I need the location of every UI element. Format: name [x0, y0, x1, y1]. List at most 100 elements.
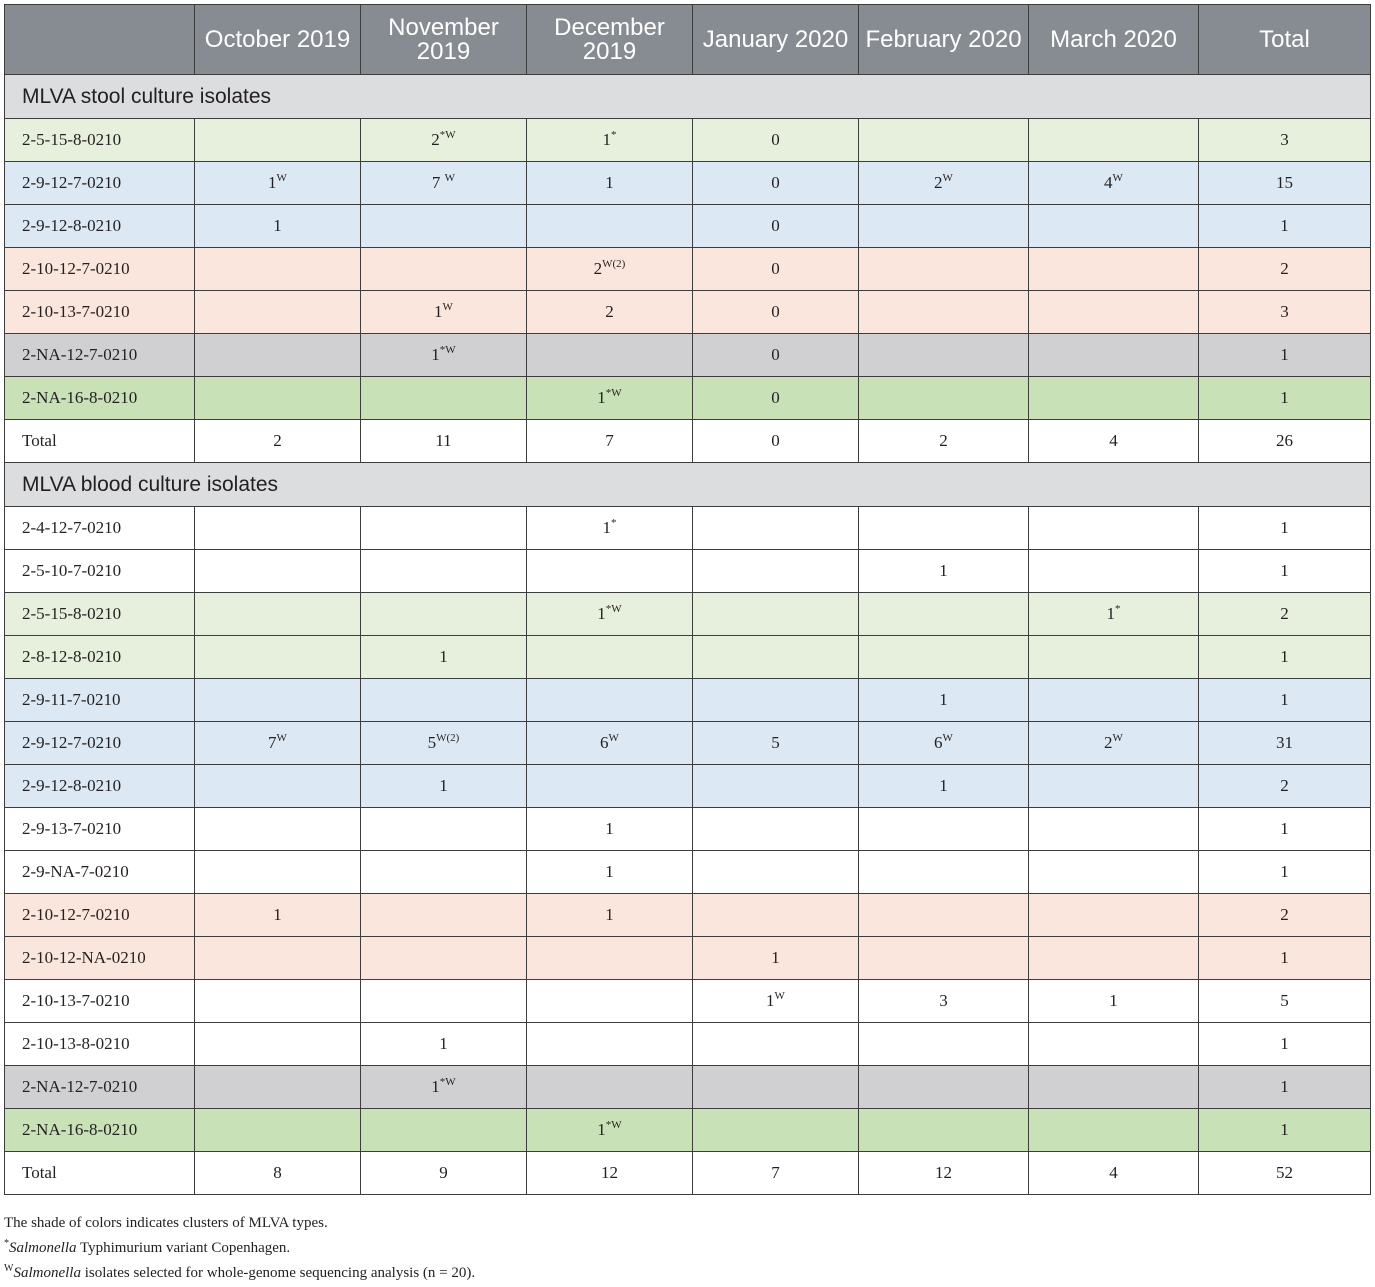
table-cell [526, 1065, 693, 1109]
row-label: 2-NA-16-8-0210 [4, 1108, 195, 1152]
cell-value: 0 [771, 302, 780, 321]
footnote-mark: * [4, 1238, 9, 1249]
table-cell [858, 204, 1029, 248]
footnote-colors: The shade of colors indicates clusters o… [4, 1215, 328, 1231]
cell-value: 1 [1280, 561, 1289, 580]
cell-value: 1 [1280, 647, 1289, 666]
table-cell [858, 592, 1029, 636]
table-cell: 1* [526, 506, 693, 550]
table-cell [360, 678, 527, 722]
cell-value: 2 [1104, 733, 1113, 752]
table-cell [360, 506, 527, 550]
table-cell: 1 [858, 549, 1029, 593]
table-cell: 0 [692, 290, 859, 334]
column-header: March 2020 [1028, 4, 1199, 75]
column-header: November 2019 [360, 4, 527, 75]
table-row: 2-10-13-7-0210 1W 3 1 5 [4, 979, 1371, 1023]
section-row: MLVA blood culture isolates [4, 462, 1371, 507]
table-cell [526, 979, 693, 1023]
table-cell: 1 [360, 635, 527, 679]
footnote-copenhagen: *Salmonella Typhimurium variant Copenhag… [4, 1236, 475, 1261]
table-cell: 2 [526, 290, 693, 334]
table-cell: 0 [692, 419, 859, 463]
table-cell: 3 [1198, 118, 1371, 162]
row-label: 2-5-10-7-0210 [4, 549, 195, 593]
table-cell: 1 [1198, 807, 1371, 851]
table-cell [194, 247, 361, 291]
cell-superscript: * [1115, 603, 1121, 615]
row-label: 2-5-15-8-0210 [4, 118, 195, 162]
table-cell [194, 850, 361, 894]
table-cell [194, 506, 361, 550]
table-cell: 2W(2) [526, 247, 693, 291]
table-cell [194, 1022, 361, 1066]
cell-value: 1 [439, 776, 448, 795]
table-cell: 2W [858, 161, 1029, 205]
row-label: 2-4-12-7-0210 [4, 506, 195, 550]
table-cell: 4W [1028, 161, 1199, 205]
table-cell: 5W(2) [360, 721, 527, 765]
table-row: 2-10-13-7-0210 1W 2 0 3 [4, 290, 1371, 334]
table-cell: 12 [858, 1151, 1029, 1195]
cell-value: 0 [771, 431, 780, 450]
table-cell [692, 592, 859, 636]
cell-value: 3 [1280, 302, 1289, 321]
table-cell: 1 [1198, 376, 1371, 420]
table-cell [1028, 807, 1199, 851]
row-label: 2-9-12-7-0210 [4, 721, 195, 765]
table-cell: 1 [1198, 333, 1371, 377]
cell-superscript: W [1112, 732, 1123, 744]
table-cell [526, 635, 693, 679]
table-cell: 0 [692, 376, 859, 420]
cell-value: 1 [431, 345, 440, 364]
table-row: 2-4-12-7-0210 1* 1 [4, 506, 1371, 550]
table-cell [194, 1065, 361, 1109]
table-cell [194, 333, 361, 377]
table-cell [1028, 376, 1199, 420]
table-cell [692, 1022, 859, 1066]
table-cell: 11 [360, 419, 527, 463]
table-cell [1028, 678, 1199, 722]
table-cell [692, 807, 859, 851]
table-cell [1028, 506, 1199, 550]
cell-value: 1 [1280, 1034, 1289, 1053]
table-cell: 1 [858, 678, 1029, 722]
cell-value: 1 [597, 388, 606, 407]
cell-value: 1 [268, 173, 277, 192]
row-label: 2-NA-12-7-0210 [4, 333, 195, 377]
table-row: 2-9-12-8-0210 1 1 2 [4, 764, 1371, 808]
table-cell [858, 807, 1029, 851]
header-cell-blank [4, 4, 195, 75]
cell-value: 26 [1276, 431, 1293, 450]
table-cell: 1 [526, 893, 693, 937]
table-cell [194, 376, 361, 420]
table-cell: 5 [692, 721, 859, 765]
table-cell [194, 635, 361, 679]
table-cell [360, 893, 527, 937]
table-cell: 15 [1198, 161, 1371, 205]
cell-value: 1 [939, 776, 948, 795]
table-row: 2-NA-16-8-0210 1*W 1 [4, 1108, 1371, 1152]
cell-value: 1 [1280, 1120, 1289, 1139]
table-cell: 0 [692, 161, 859, 205]
table-cell: 1 [360, 764, 527, 808]
table-cell: 1 [1198, 850, 1371, 894]
table-cell [1028, 764, 1199, 808]
column-header: October 2019 [194, 4, 361, 75]
cell-superscript: W [774, 990, 785, 1002]
table-row: 2-9-13-7-0210 1 1 [4, 807, 1371, 851]
cell-value: 0 [771, 216, 780, 235]
table-cell: 1 [1198, 506, 1371, 550]
total-row: Total 2 11 7 0 2 4 26 [4, 419, 1371, 463]
table-cell: 6W [858, 721, 1029, 765]
cell-value: 7 [771, 1163, 780, 1182]
header-row: October 2019 November 2019 December 2019 Ja… [4, 4, 1371, 75]
cell-value: 1 [605, 819, 614, 838]
table-cell [194, 592, 361, 636]
mlva-table: October 2019 November 2019 December 2019 Ja… [4, 4, 1371, 1195]
table-cell [692, 549, 859, 593]
column-header: December 2019 [526, 4, 693, 75]
table-cell [1028, 1108, 1199, 1152]
table-cell: 7 [526, 419, 693, 463]
table-cell [858, 1022, 1029, 1066]
